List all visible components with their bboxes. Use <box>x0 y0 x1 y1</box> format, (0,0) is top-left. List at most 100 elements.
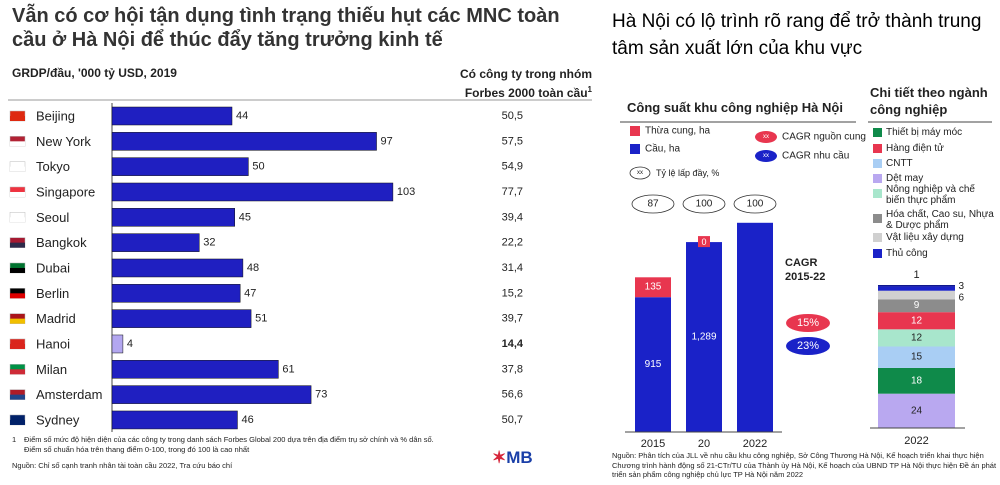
bar-segment <box>878 286 955 291</box>
value-label: 0 <box>701 237 706 247</box>
footnote-marker: 1 <box>12 435 17 444</box>
footnote-text: Điểm số chuẩn hóa trên thang điểm 0-100,… <box>24 445 250 454</box>
x-tick-label: 2015 <box>641 438 665 450</box>
bar-segment <box>635 297 671 432</box>
value-label: 103 <box>397 186 415 198</box>
cagr-pill <box>786 337 830 355</box>
legend-label: Nông nghiệp và chế biến thực phẩm <box>886 184 975 206</box>
value-label: 6 <box>959 293 965 304</box>
fill-rate <box>682 194 726 214</box>
legend-label: Hàng điện tử <box>886 143 944 154</box>
legend-icon-text: xx <box>763 153 769 159</box>
table-cell: 15,2 <box>502 287 523 299</box>
category-label: Amsterdam <box>36 387 102 402</box>
bar-segment <box>878 346 955 368</box>
legend-swatch <box>873 233 882 242</box>
flag-stripe <box>10 166 25 172</box>
cagr-label: 15% <box>797 317 819 329</box>
category-label: Berlin <box>36 286 69 301</box>
bar-segment <box>878 290 955 300</box>
flag-stripe <box>10 369 25 375</box>
legend-swatch <box>630 126 640 136</box>
value-label: 4 <box>127 338 133 350</box>
flag-stripe <box>10 394 25 400</box>
flag-stripe <box>10 141 25 147</box>
fill-rate-label: 87 <box>647 199 659 210</box>
category-label: Sydney <box>36 412 80 427</box>
left-title: Vẫn có cơ hội tận dụng tình trạng thiếu … <box>12 5 560 51</box>
value-label: 135 <box>645 282 662 293</box>
footnote-marker: 1 <box>587 85 592 94</box>
flag-stripe <box>10 217 25 223</box>
fill-rate-label: 100 <box>747 199 764 210</box>
cagr-pill <box>786 314 830 332</box>
logo-star: ✶ <box>492 448 507 467</box>
table-cell: 50,5 <box>502 110 523 122</box>
fill-rate <box>631 194 675 214</box>
table-cell: 77,7 <box>502 186 523 198</box>
legend-icon <box>755 150 777 162</box>
value-label: 18 <box>911 375 923 386</box>
bar-segment <box>878 312 955 330</box>
value-label: 44 <box>236 110 248 122</box>
flag-stripe <box>10 343 25 349</box>
value-label: 3 <box>959 281 965 292</box>
table-cell: 22,2 <box>502 237 523 249</box>
legend-swatch <box>873 144 882 153</box>
legend-label: Cầu, ha <box>645 143 680 155</box>
table-header: Có công ty trong nhóm Forbes 2000 toàn c… <box>440 66 592 101</box>
chart-title: Chi tiết theo ngành công nghiệp <box>870 85 988 117</box>
bar-segment <box>878 393 955 428</box>
value-label: 48 <box>247 262 259 274</box>
value-label: 97 <box>381 135 393 147</box>
bar-segment <box>878 367 955 394</box>
legend-label: Vật liệu xây dựng <box>886 232 964 243</box>
bar <box>111 106 233 126</box>
legend-label: Thủ công <box>886 248 928 259</box>
value-label: 73 <box>315 389 327 401</box>
legend-label: CAGR nhu cầu <box>782 150 849 162</box>
legend-label: CNTT <box>886 158 913 169</box>
bar-segment <box>635 277 671 298</box>
footnote: 1 Điểm số mức độ hiện diện của các công t… <box>12 435 434 444</box>
category-label: Seoul <box>36 210 69 225</box>
table-cell: 57,5 <box>502 135 523 147</box>
x-tick-label: 20 <box>698 438 710 450</box>
bar <box>111 385 312 404</box>
bar <box>111 182 394 202</box>
category-label: Bangkok <box>36 235 87 250</box>
table-cell: 54,9 <box>502 161 523 173</box>
flag-stripe <box>10 267 25 273</box>
bar <box>111 258 244 278</box>
bar <box>111 208 235 227</box>
value-label: 15 <box>911 352 923 363</box>
bar-segment <box>878 299 955 313</box>
logo-text: MB <box>506 448 533 467</box>
value-label: 1 <box>913 269 919 281</box>
category-label: Dubai <box>36 260 70 275</box>
logo: ✶MB <box>492 448 533 468</box>
category-label: Tokyo <box>36 159 70 174</box>
bar <box>111 410 238 430</box>
table-cell: 50,7 <box>502 414 523 426</box>
legend-swatch <box>873 214 882 223</box>
bar <box>111 309 252 328</box>
legend-label: Thừa cung, ha <box>645 126 711 137</box>
legend-label: Tỷ lệ lấp đầy, % <box>656 168 719 178</box>
bar-segment <box>686 242 722 432</box>
value-label: 50 <box>252 161 264 173</box>
bar <box>111 334 124 354</box>
fill-rate-label: 100 <box>696 199 713 210</box>
legend-icon <box>755 131 777 143</box>
table-cell: 39,7 <box>502 313 523 325</box>
value-label: 12 <box>911 332 923 343</box>
legend-icon-text: xx <box>763 134 769 140</box>
category-label: Milan <box>36 362 67 377</box>
bar-segment <box>737 222 773 432</box>
value-label: 12 <box>911 315 923 326</box>
bar-segment <box>878 329 955 347</box>
value-label: 9 <box>914 300 920 311</box>
flag-stripe <box>10 419 25 425</box>
